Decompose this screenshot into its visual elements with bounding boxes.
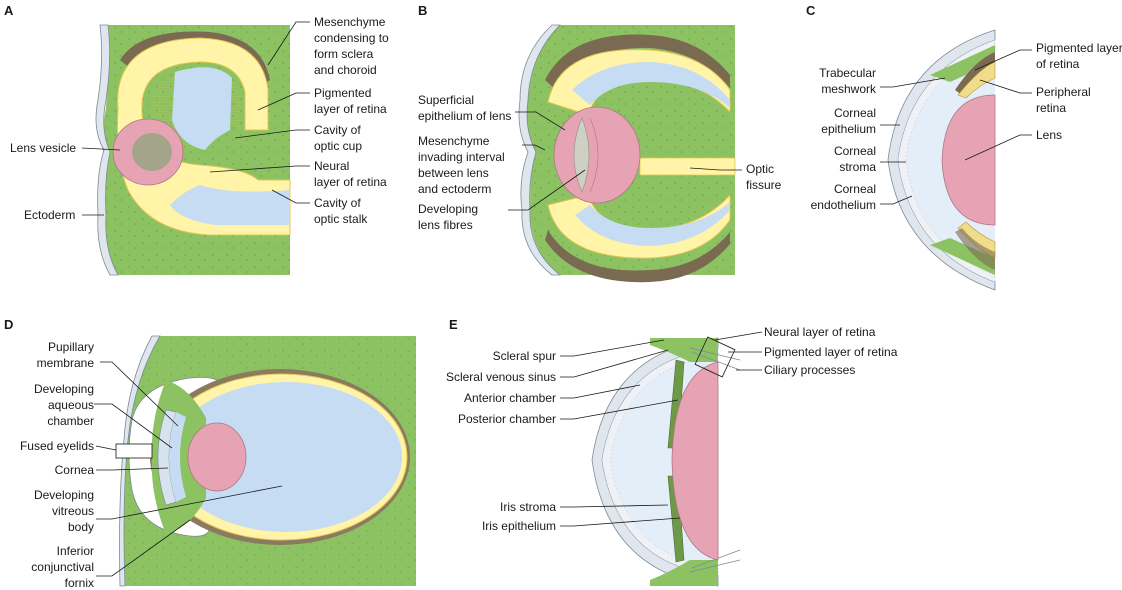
- label-developing-lens-fibres-2: lens fibres: [418, 218, 473, 232]
- panel-b-pigmented-lower: [545, 230, 730, 283]
- label-pupillary-membrane: Pupillary: [48, 340, 94, 354]
- panel-e: E Neural layer of retin: [446, 317, 898, 587]
- label-lens-c: Lens: [1036, 128, 1062, 142]
- label-pigmented-layer-a-2: layer of retina: [314, 102, 387, 116]
- label-cavity-optic-cup: Cavity of: [314, 123, 361, 137]
- label-neural-layer-a: Neural: [314, 159, 349, 173]
- label-corneal-stroma: Corneal: [834, 144, 876, 158]
- panel-a-ectoderm: [95, 24, 119, 276]
- panel-d-fused-eyelids: [115, 443, 153, 459]
- label-mesenchyme-condensing-2: condensing to: [314, 31, 389, 45]
- label-scleral-spur: Scleral spur: [493, 349, 556, 363]
- panel-a-optic-cup-cavity: [172, 67, 232, 150]
- label-peripheral-retina-2: retina: [1036, 101, 1066, 115]
- panel-d-lens: [187, 422, 247, 492]
- panel-c-lens: [941, 94, 996, 226]
- panel-a: A Mesenchyme condensing to form sclera a…: [4, 3, 389, 276]
- label-aqueous-chamber-2: aqueous: [48, 398, 94, 412]
- label-mesenchyme-invading: Mesenchyme: [418, 134, 490, 148]
- label-corneal-endothelium: Corneal: [834, 182, 876, 196]
- panel-c-trabecular-bottom: [930, 238, 995, 275]
- panel-b-cavity-upper: [572, 62, 730, 108]
- label-mesenchyme-invading-2: invading interval: [418, 150, 505, 164]
- panel-letter-a: A: [4, 3, 14, 18]
- panel-e-scleral-region-top: [650, 338, 718, 362]
- label-cavity-optic-stalk-2: optic stalk: [314, 212, 368, 226]
- label-iris-stroma: Iris stroma: [500, 500, 556, 514]
- label-pigmented-layer-a: Pigmented: [314, 86, 371, 100]
- panel-letter-e: E: [449, 317, 458, 332]
- label-vitreous-body-2: vitreous: [52, 504, 94, 518]
- panel-c: C Pigmented layer of retina Peripheral r…: [806, 3, 1122, 291]
- panel-b-lens: [553, 106, 641, 204]
- label-pigmented-layer-c: Pigmented layer: [1036, 41, 1122, 55]
- label-superficial-epithelium-2: epithelium of lens: [418, 109, 511, 123]
- label-cavity-optic-cup-2: optic cup: [314, 139, 362, 153]
- panel-c-peripheral-retina-top: [957, 61, 996, 99]
- label-mesenchyme-condensing: Mesenchyme: [314, 15, 386, 29]
- label-optic-fissure: Optic: [746, 162, 774, 176]
- panel-letter-c: C: [806, 3, 816, 18]
- panel-a-neural-layer: [116, 37, 291, 236]
- label-pigmented-layer-e: Pigmented layer of retina: [764, 345, 898, 359]
- panel-e-scleral-region-bottom: [650, 560, 718, 586]
- label-ectoderm: Ectoderm: [24, 208, 75, 222]
- label-neural-layer-e: Neural layer of retina: [764, 325, 876, 339]
- panel-c-trabecular-top: [930, 45, 995, 82]
- label-iris-epithelium: Iris epithelium: [482, 519, 556, 533]
- panel-d-skin: [119, 335, 161, 587]
- panel-letter-b: B: [418, 3, 427, 18]
- panel-e-lens: [671, 361, 719, 561]
- label-aqueous-chamber-3: chamber: [47, 414, 94, 428]
- label-neural-layer-a-2: layer of retina: [314, 175, 387, 189]
- label-inferior-fornix-3: fornix: [65, 576, 94, 590]
- label-posterior-chamber: Posterior chamber: [458, 412, 556, 426]
- panel-d: D Pupillary membrane Developing aqueous …: [4, 317, 417, 590]
- label-trabecular-meshwork-2: meshwork: [821, 82, 877, 96]
- label-pigmented-layer-c-2: of retina: [1036, 57, 1080, 71]
- label-inferior-fornix: Inferior: [57, 544, 94, 558]
- label-corneal-epithelium: Corneal: [834, 106, 876, 120]
- panel-letter-d: D: [4, 317, 13, 332]
- label-aqueous-chamber: Developing: [34, 382, 94, 396]
- label-mesenchyme-condensing-4: and choroid: [314, 63, 377, 77]
- label-mesenchyme-condensing-3: form sclera: [314, 47, 374, 61]
- panel-b: B Superficial epithelium of lens Mesench…: [418, 3, 782, 283]
- label-trabecular-meshwork: Trabecular: [819, 66, 876, 80]
- panel-a-optic-stalk-cavity: [170, 185, 290, 225]
- label-mesenchyme-invading-4: and ectoderm: [418, 182, 491, 196]
- label-scleral-venous-sinus: Scleral venous sinus: [446, 370, 556, 384]
- label-lens-vesicle: Lens vesicle: [10, 141, 76, 155]
- label-peripheral-retina: Peripheral: [1036, 85, 1091, 99]
- label-mesenchyme-invading-3: between lens: [418, 166, 489, 180]
- label-ciliary-processes: Ciliary processes: [764, 363, 855, 377]
- label-corneal-epithelium-2: epithelium: [821, 122, 876, 136]
- panel-b-pigmented-upper: [545, 34, 730, 90]
- label-cornea-d: Cornea: [55, 463, 95, 477]
- panel-d-aqueous-chamber: [169, 412, 186, 502]
- label-vitreous-body-3: body: [68, 520, 94, 534]
- label-fused-eyelids: Fused eyelids: [20, 439, 94, 453]
- label-corneal-stroma-2: stroma: [839, 160, 876, 174]
- label-pupillary-membrane-2: membrane: [37, 356, 95, 370]
- label-cavity-optic-stalk: Cavity of: [314, 196, 361, 210]
- panel-c-pigmented-top: [955, 52, 995, 95]
- label-superficial-epithelium: Superficial: [418, 93, 474, 107]
- label-anterior-chamber: Anterior chamber: [464, 391, 556, 405]
- label-developing-lens-fibres: Developing: [418, 202, 478, 216]
- label-vitreous-body: Developing: [34, 488, 94, 502]
- label-corneal-endothelium-2: endothelium: [811, 198, 876, 212]
- panel-d-vitreous-body: [170, 382, 402, 532]
- panel-b-cavity-lower: [575, 202, 730, 246]
- label-inferior-fornix-2: conjunctival: [31, 560, 94, 574]
- panel-e-ciliary-box: [694, 336, 736, 378]
- label-optic-fissure-2: fissure: [746, 178, 782, 192]
